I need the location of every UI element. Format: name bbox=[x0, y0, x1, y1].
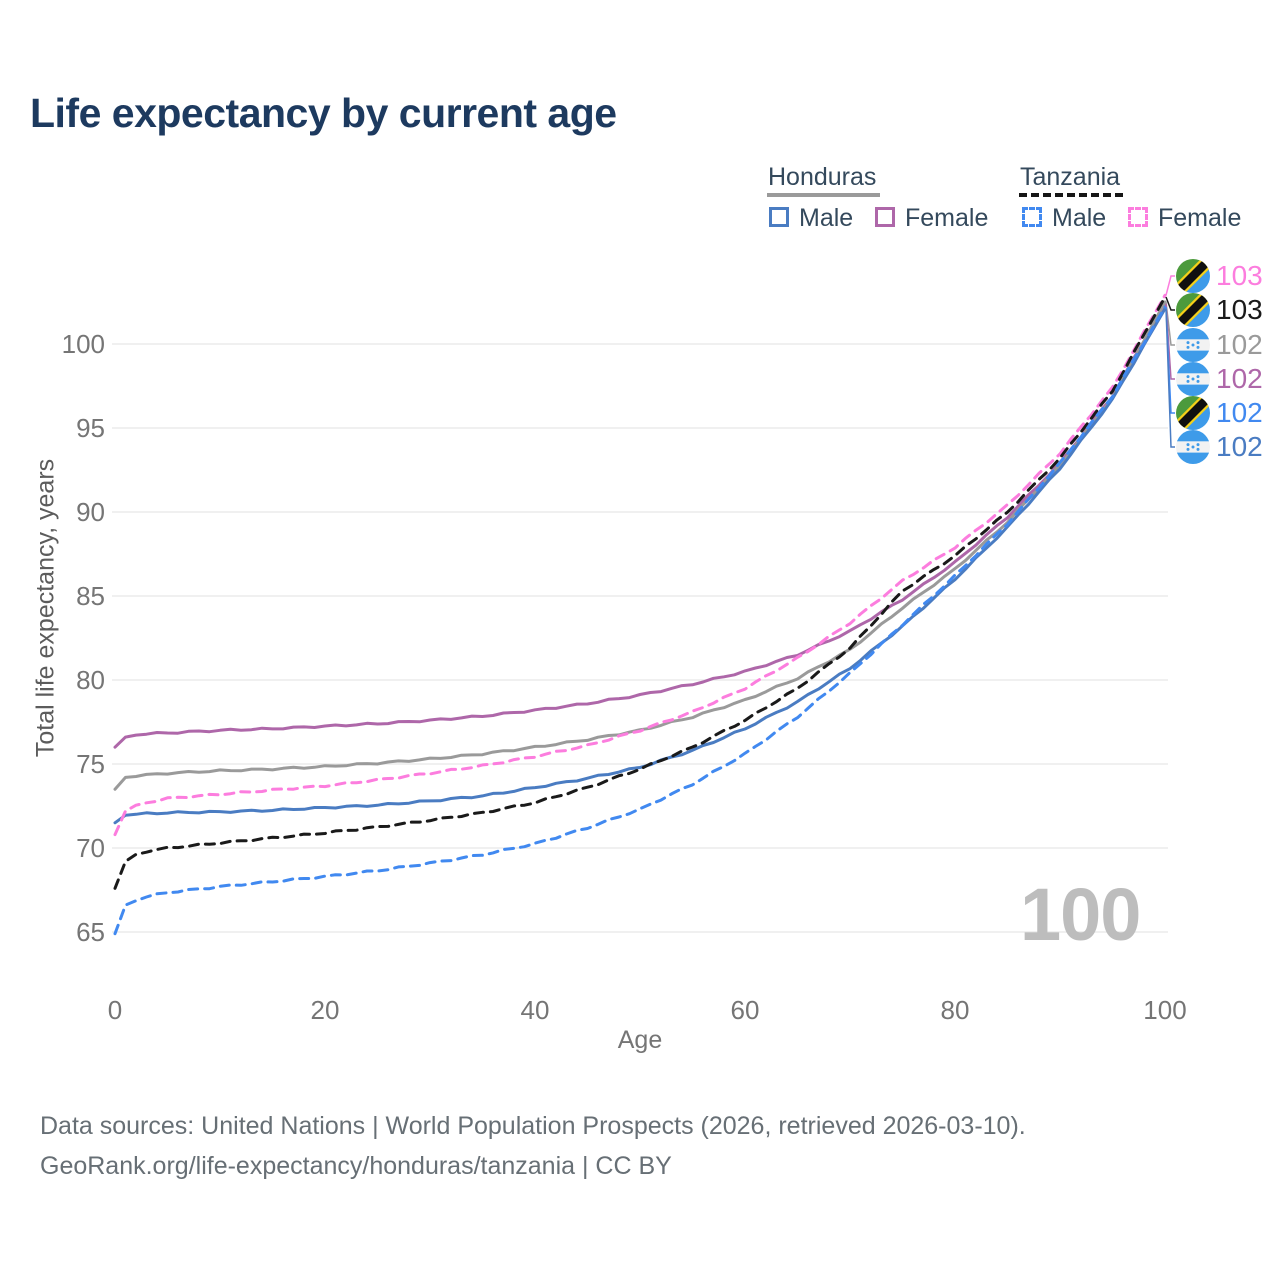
end-label-value: 102 bbox=[1216, 431, 1263, 462]
x-tick-label: 80 bbox=[940, 995, 970, 1025]
y-tick-label: 80 bbox=[76, 665, 105, 695]
x-tick-label: 40 bbox=[520, 995, 550, 1025]
legend-item-tanzania-female[interactable]: Female bbox=[1158, 204, 1242, 232]
age-watermark: 100 bbox=[1020, 873, 1141, 956]
y-tick-label: 75 bbox=[76, 749, 105, 779]
end-label-row: 102 bbox=[1176, 430, 1263, 464]
y-tick-label: 65 bbox=[76, 917, 105, 947]
legend-swatch-honduras-female[interactable] bbox=[875, 207, 895, 227]
y-tick-label: 90 bbox=[76, 497, 105, 527]
legend-group-honduras-label: Honduras bbox=[768, 163, 877, 191]
end-label-leader bbox=[1165, 308, 1175, 448]
legend-item-honduras-female[interactable]: Female bbox=[905, 204, 989, 232]
x-tick-label: 0 bbox=[107, 995, 123, 1025]
footer-source-line: Data sources: United Nations | World Pop… bbox=[40, 1112, 1026, 1140]
end-label-value: 102 bbox=[1216, 397, 1263, 428]
tanzania-flag-icon bbox=[1176, 293, 1210, 327]
end-label-value: 102 bbox=[1216, 363, 1263, 394]
legend-swatch-honduras-male[interactable] bbox=[769, 207, 789, 227]
legend-item-tanzania-male[interactable]: Male bbox=[1052, 204, 1107, 232]
series-line-tanzania-male bbox=[113, 305, 1167, 936]
x-tick-label: 100 bbox=[1143, 995, 1187, 1025]
legend-item-honduras-male[interactable]: Male bbox=[799, 204, 854, 232]
honduras-flag-icon bbox=[1176, 362, 1210, 396]
legend-swatch-tanzania-female[interactable] bbox=[1128, 207, 1148, 227]
series-line-tanzania-female bbox=[113, 293, 1167, 837]
footer: Data sources: United Nations | World Pop… bbox=[40, 1106, 1026, 1186]
end-label-row: 103 bbox=[1176, 293, 1263, 327]
x-tick-label: 20 bbox=[310, 995, 340, 1025]
end-label-value: 102 bbox=[1216, 329, 1263, 360]
tanzania-flag-icon bbox=[1176, 259, 1210, 293]
y-tick-label: 70 bbox=[76, 833, 105, 863]
y-tick-label: 85 bbox=[76, 581, 105, 611]
end-label-value: 103 bbox=[1216, 260, 1263, 291]
honduras-flag-icon bbox=[1176, 430, 1210, 464]
end-label-row: 102 bbox=[1176, 396, 1263, 430]
end-label-leader bbox=[1165, 301, 1175, 346]
legend-tanzania-line-sample bbox=[1019, 193, 1123, 197]
end-label-leader bbox=[1165, 296, 1175, 311]
end-label-row: 102 bbox=[1176, 362, 1263, 396]
y-tick-label: 100 bbox=[61, 329, 105, 359]
end-label-row: 103 bbox=[1176, 259, 1263, 293]
tanzania-flag-icon bbox=[1176, 396, 1210, 430]
end-label-row: 102 bbox=[1176, 328, 1263, 362]
footer-attribution-line: GeoRank.org/life-expectancy/honduras/tan… bbox=[40, 1152, 672, 1180]
legend-group-tanzania-label: Tanzania bbox=[1020, 163, 1121, 191]
honduras-flag-icon bbox=[1176, 328, 1210, 362]
series-line-tanzania bbox=[113, 295, 1167, 890]
end-label-leader bbox=[1165, 275, 1175, 296]
x-axis-title: Age bbox=[617, 1026, 663, 1054]
end-label-value: 103 bbox=[1216, 294, 1263, 325]
legend-honduras-line-sample bbox=[767, 193, 880, 197]
series-line-honduras-male bbox=[113, 307, 1167, 825]
series-line-honduras bbox=[113, 300, 1167, 791]
y-tick-label: 95 bbox=[76, 413, 105, 443]
page-title: Life expectancy by current age bbox=[30, 90, 617, 136]
series-line-honduras-female bbox=[113, 302, 1167, 749]
legend-swatch-tanzania-male[interactable] bbox=[1022, 207, 1042, 227]
x-tick-label: 60 bbox=[730, 995, 760, 1025]
